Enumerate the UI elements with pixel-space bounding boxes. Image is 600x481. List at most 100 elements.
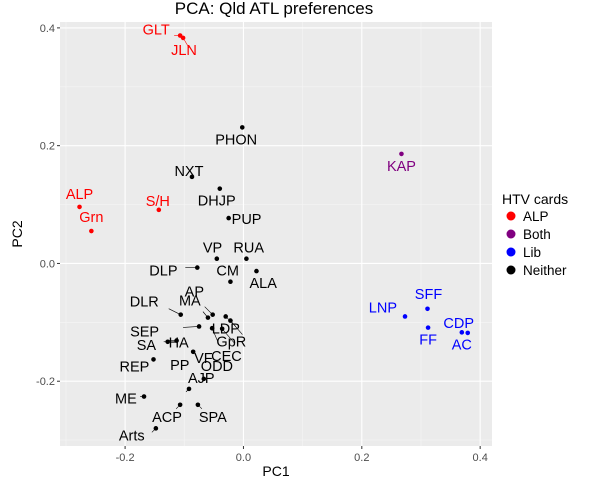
point-label-vp: VP [203, 241, 222, 257]
point-label-ala: ALA [249, 276, 277, 292]
x-axis-title: PC1 [262, 463, 289, 479]
point-ac [459, 330, 465, 335]
point-label-s-h: S/H [146, 194, 170, 210]
y-tick-label: -0.2 [36, 376, 55, 388]
legend-key-lib [506, 247, 516, 257]
point-acp [177, 402, 183, 408]
point-label-acp: ACP [152, 410, 182, 426]
y-axis-title: PC2 [9, 220, 25, 247]
point-alp [77, 204, 82, 210]
point-label-ff: FF [419, 333, 437, 349]
point-label-nxt: NXT [174, 164, 203, 180]
point-sa [165, 339, 171, 345]
point-pp [190, 349, 196, 355]
legend-key-both [506, 229, 516, 239]
point-odd [201, 376, 207, 382]
point-label-pup: PUP [232, 212, 262, 228]
point-label-dhjp: DHJP [198, 194, 236, 210]
point-label-odd: ODD [201, 359, 233, 375]
point-label-kap: KAP [387, 159, 416, 175]
legend: HTV cards ALP Both Lib Neither [502, 191, 568, 278]
y-tick-label: 0.4 [40, 23, 55, 35]
point-me [141, 394, 147, 399]
point-label-cec: CEC [211, 349, 242, 365]
point-label-gpr: GpR [216, 335, 246, 351]
point-label-cdp: CDP [443, 316, 474, 332]
point-label-rua: RUA [233, 241, 264, 257]
x-axis-ticks: -0.2 0.0 0.2 0.4 [116, 446, 488, 464]
point-lnp [402, 314, 408, 319]
connector-vf [211, 328, 219, 343]
connector-sep [183, 326, 200, 328]
point-label-alp: ALP [66, 187, 93, 203]
point-pup [226, 215, 231, 221]
point-cm [228, 279, 233, 285]
x-tick-label: 0.2 [354, 452, 369, 464]
point-label-rep: REP [120, 359, 150, 375]
legend-label-lib: Lib [523, 245, 541, 260]
point-kap [399, 151, 404, 157]
y-axis-ticks: -0.2 0.0 0.2 0.4 [36, 23, 60, 388]
point-jln [180, 35, 186, 41]
connector-cec [221, 328, 235, 344]
point-dlp [194, 265, 200, 270]
legend-label-both: Both [523, 227, 551, 242]
point-ajp [186, 386, 192, 392]
point-ma [205, 315, 211, 320]
legend-key-neither [506, 265, 516, 275]
point-label-phon: PHON [215, 132, 257, 148]
legend-label-neither: Neither [523, 263, 567, 278]
point-label-sep: SEP [130, 324, 159, 340]
point-label-jln: JLN [171, 43, 197, 59]
point-label-vf: VF [194, 351, 213, 367]
point-vf [209, 325, 215, 331]
point-ldp [223, 314, 228, 319]
x-tick-label: 0.0 [236, 452, 251, 464]
y-tick-label: 0.2 [40, 141, 55, 153]
point-label-cm: CM [216, 264, 239, 280]
point-rua [244, 256, 249, 262]
point-label-arts: Arts [119, 428, 145, 444]
point-label-ap: AP [185, 285, 204, 301]
point-s-h [156, 207, 162, 213]
point-ff [425, 325, 431, 330]
point-arts [153, 426, 159, 431]
point-ala [254, 268, 259, 274]
gridlines [60, 22, 492, 446]
point-phon [239, 125, 245, 130]
plot-panel [60, 22, 492, 446]
point-ap [210, 312, 215, 317]
point-label-dlr: DLR [130, 295, 159, 311]
point-spa [195, 402, 201, 408]
data-points [77, 33, 471, 431]
point-cec [219, 326, 225, 332]
point-label-sa: SA [137, 338, 157, 354]
point-gpr [228, 318, 233, 323]
chart-title: PCA: Qld ATL preferences [175, 0, 373, 18]
point-label-dlp: DLP [149, 264, 177, 280]
point-label-ma: MA [179, 294, 201, 310]
point-label-glt: GLT [143, 23, 170, 39]
point-rep [151, 357, 156, 362]
point-cdp [465, 330, 471, 336]
legend-label-alp: ALP [523, 209, 549, 224]
point-ha [174, 338, 179, 343]
point-label-grn: Grn [79, 210, 103, 226]
point-label-pp: PP [170, 358, 189, 374]
point-label-ajp: AJP [188, 371, 215, 387]
y-tick-label: 0.0 [40, 258, 55, 270]
point-label-ac: AC [452, 337, 472, 353]
point-sff [425, 306, 430, 312]
connector-gpr [230, 320, 243, 335]
x-tick-label: -0.2 [116, 452, 135, 464]
point-label-ha: HA [169, 336, 189, 352]
point-label-ldp: LDP [212, 321, 240, 337]
point-sep [196, 324, 202, 329]
point-label-sff: SFF [415, 287, 443, 303]
point-label-spa: SPA [199, 410, 227, 426]
point-nxt [189, 174, 195, 180]
point-grn [89, 228, 94, 234]
legend-key-alp [506, 211, 516, 221]
